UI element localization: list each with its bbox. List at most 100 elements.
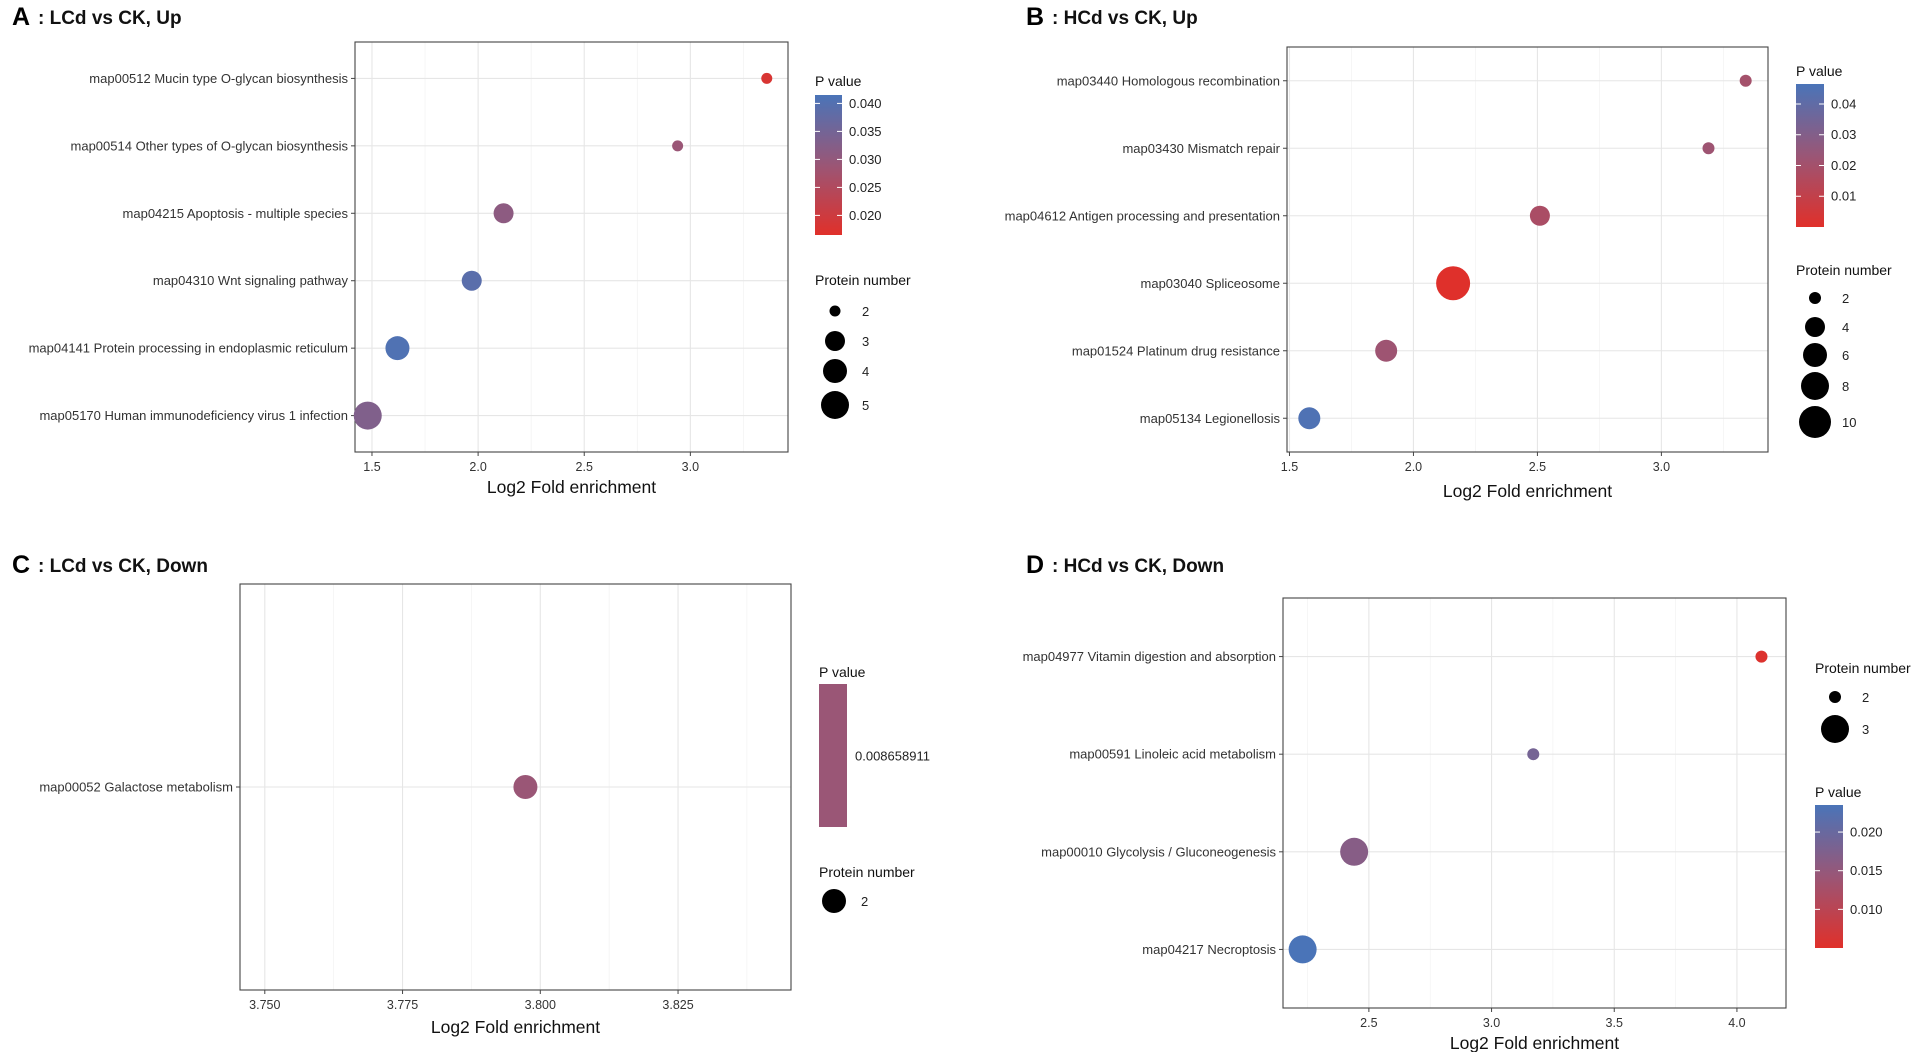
- size-legend-label: 2: [862, 304, 869, 319]
- category-label: map04310 Wnt signaling pathway: [153, 273, 349, 288]
- data-point: [493, 203, 514, 224]
- x-axis-title: Log2 Fold enrichment: [431, 1017, 600, 1037]
- size-legend-dot: [1821, 715, 1849, 743]
- category-label: map00052 Galactose metabolism: [39, 780, 233, 795]
- size-legend-label: 6: [1842, 348, 1849, 363]
- x-tick-label: 3.0: [1483, 1016, 1500, 1030]
- x-tick-label: 3.775: [387, 998, 418, 1012]
- data-point: [1436, 266, 1471, 301]
- color-legend-label: 0.04: [1831, 96, 1856, 111]
- color-legend-title: P value: [815, 73, 862, 89]
- size-legend-label: 4: [862, 364, 869, 379]
- panel-letter: D: [1026, 551, 1044, 579]
- size-legend-label: 5: [862, 398, 869, 413]
- size-legend-label: 2: [861, 894, 868, 909]
- data-point: [385, 336, 410, 361]
- x-tick-label: 3.0: [682, 460, 699, 474]
- data-point: [1739, 74, 1752, 87]
- x-tick-label: 3.5: [1606, 1016, 1623, 1030]
- x-tick-label: 1.5: [1281, 460, 1298, 474]
- x-tick-label: 2.0: [1405, 460, 1422, 474]
- panel-b: B : HCd vs CK, Up map03440 Homologous reco…: [1005, 3, 1892, 501]
- plot-frame: [1286, 46, 1769, 453]
- size-legend-dot: [1829, 691, 1841, 703]
- panel-letter: B: [1026, 3, 1044, 31]
- color-legend-title: P value: [819, 664, 866, 680]
- panel-title: : LCd vs CK, Down: [38, 556, 208, 577]
- color-legend-label: 0.035: [849, 124, 882, 139]
- color-legend-label: 0.020: [1850, 825, 1883, 840]
- size-legend-dot: [1801, 372, 1829, 400]
- size-legend-dot: [1809, 292, 1821, 304]
- category-label: map03440 Homologous recombination: [1057, 73, 1280, 88]
- size-legend-dot: [825, 331, 845, 351]
- data-point: [672, 140, 684, 152]
- x-axis-title: Log2 Fold enrichment: [1450, 1033, 1619, 1052]
- panel-letter: C: [12, 551, 30, 579]
- size-legend-dot: [1805, 317, 1825, 337]
- data-point: [1755, 650, 1768, 663]
- size-legend-dot: [1803, 343, 1827, 367]
- x-tick-label: 3.825: [662, 998, 693, 1012]
- x-tick-label: 3.750: [249, 998, 280, 1012]
- size-legend-dot: [822, 889, 846, 913]
- color-legend-label: 0.020: [849, 208, 882, 223]
- data-point: [1529, 205, 1550, 226]
- data-point: [1527, 748, 1540, 761]
- size-legend-dot: [821, 391, 849, 419]
- color-bar: [815, 95, 842, 235]
- x-tick-label: 3.0: [1653, 460, 1670, 474]
- category-label: map04215 Apoptosis - multiple species: [123, 206, 349, 221]
- size-legend-label: 3: [1862, 722, 1869, 737]
- category-label: map04612 Antigen processing and presenta…: [1005, 208, 1280, 223]
- color-legend-label: 0.040: [849, 96, 882, 111]
- data-point: [513, 775, 538, 799]
- panel-letter: A: [12, 3, 30, 31]
- data-point: [761, 72, 773, 84]
- panel-title: : HCd vs CK, Up: [1052, 8, 1198, 29]
- color-legend-label: 0.02: [1831, 158, 1856, 173]
- x-tick-label: 4.0: [1728, 1016, 1745, 1030]
- data-point: [1288, 935, 1317, 964]
- category-label: map00010 Glycolysis / Gluconeogenesis: [1041, 844, 1276, 859]
- color-legend-label: 0.01: [1831, 189, 1856, 204]
- x-tick-label: 2.5: [1529, 460, 1546, 474]
- data-point: [461, 270, 482, 291]
- color-bar: [1796, 84, 1824, 227]
- category-label: map03430 Mismatch repair: [1122, 141, 1280, 156]
- color-bar: [1815, 805, 1843, 948]
- x-tick-label: 2.0: [469, 460, 486, 474]
- x-tick-label: 2.5: [1360, 1016, 1377, 1030]
- size-legend-label: 4: [1842, 320, 1849, 335]
- category-label: map00591 Linoleic acid metabolism: [1069, 747, 1276, 762]
- panel-title: : LCd vs CK, Up: [38, 8, 182, 29]
- size-legend-label: 2: [1862, 690, 1869, 705]
- data-point: [1298, 407, 1321, 430]
- size-legend-title: Protein number: [1796, 262, 1892, 278]
- category-label: map00512 Mucin type O-glycan biosynthesi…: [89, 71, 348, 86]
- size-legend-dot: [823, 359, 847, 383]
- panel-title: : HCd vs CK, Down: [1052, 556, 1224, 577]
- color-legend-label: 0.030: [849, 152, 882, 167]
- panel-a: A : LCd vs CK, Up map00512 Mucin type O-gl…: [12, 3, 911, 497]
- color-legend-label: 0.010: [1850, 902, 1883, 917]
- color-legend-title: P value: [1815, 784, 1862, 800]
- category-label: map01524 Platinum drug resistance: [1072, 343, 1280, 358]
- category-label: map04141 Protein processing in endoplasm…: [29, 341, 348, 356]
- category-label: map00514 Other types of O-glycan biosynt…: [71, 138, 349, 153]
- size-legend-label: 10: [1842, 415, 1856, 430]
- data-point: [353, 401, 382, 430]
- plot-frame: [1282, 597, 1787, 1009]
- color-bar: [819, 684, 847, 827]
- category-label: map03040 Spliceosome: [1141, 276, 1280, 291]
- size-legend-title: Protein number: [1815, 660, 1911, 676]
- x-tick-label: 3.800: [525, 998, 556, 1012]
- size-legend-label: 8: [1842, 379, 1849, 394]
- color-legend-label: 0.025: [849, 180, 882, 195]
- category-label: map04217 Necroptosis: [1142, 942, 1276, 957]
- color-legend-label: 0.03: [1831, 127, 1856, 142]
- panel-d: D: HCd vs CK, Down map04977 Vitamin diges…: [1023, 551, 1911, 1052]
- plot-frame: [354, 41, 789, 453]
- panel-c: C : LCd vs CK, Down map00052 Galactose met…: [12, 551, 930, 1037]
